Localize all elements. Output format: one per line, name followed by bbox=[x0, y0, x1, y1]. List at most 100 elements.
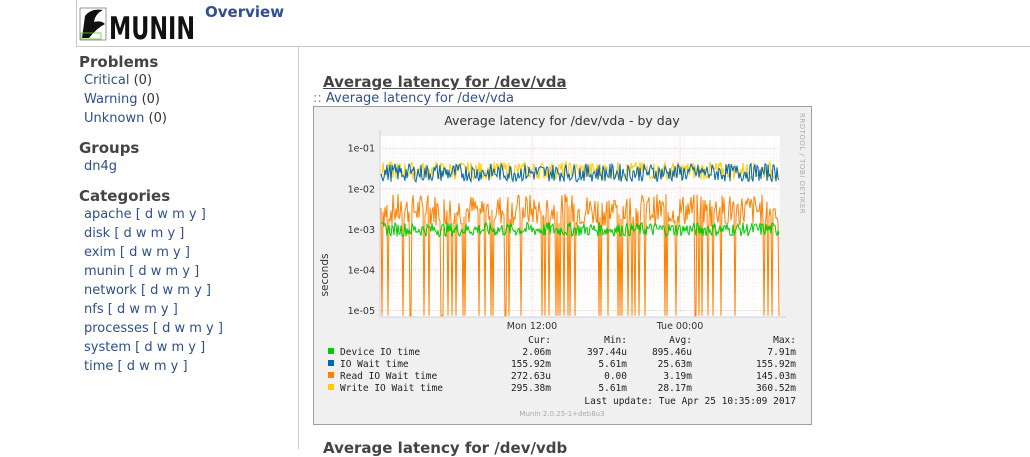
category-link[interactable]: time bbox=[84, 359, 114, 374]
y-tick-labels: 1e-01 1e-02 1e-03 1e-04 1e-05 bbox=[348, 144, 375, 317]
category-munin: munin [ d w m y ] bbox=[84, 264, 199, 279]
category-link[interactable]: network bbox=[84, 283, 137, 298]
main-content: Average latency for /dev/vda :: Average … bbox=[300, 47, 1030, 457]
category-period-links[interactable]: [ d w m y ] bbox=[135, 340, 206, 355]
category-processes: processes [ d w m y ] bbox=[84, 321, 223, 336]
problem-critical: Critical (0) bbox=[84, 73, 152, 88]
critical-count: (0) bbox=[133, 73, 153, 88]
rrdtool-credit: RRDTOOL / TOBI OETIKER bbox=[798, 113, 806, 214]
warning-link[interactable]: Warning bbox=[84, 92, 138, 107]
series-line bbox=[380, 162, 780, 184]
problems-heading: Problems bbox=[79, 53, 159, 71]
legend-value: 397.44u bbox=[587, 347, 627, 358]
unknown-count: (0) bbox=[148, 111, 167, 126]
category-link[interactable]: disk bbox=[84, 226, 111, 241]
legend-name: Device IO time bbox=[340, 347, 420, 358]
category-network: network [ d w m y ] bbox=[84, 283, 211, 298]
legend-value: 0.00 bbox=[604, 371, 627, 382]
legend-value: 360.52m bbox=[756, 383, 796, 394]
legend-header: Cur: bbox=[528, 335, 551, 346]
series-line bbox=[380, 221, 780, 239]
unknown-link[interactable]: Unknown bbox=[84, 111, 145, 126]
legend-value: 5.61m bbox=[598, 359, 627, 370]
x-tick-labels: Mon 12:00 Tue 00:00 bbox=[507, 321, 704, 332]
category-time: time [ d w m y ] bbox=[84, 359, 188, 374]
legend-value: 145.03m bbox=[756, 371, 796, 382]
legend: Cur: Min: Avg: Max: Device IO time 2.06m 397.4… bbox=[328, 335, 796, 394]
y-tick-label: 1e-03 bbox=[348, 225, 375, 236]
legend-value: 155.92m bbox=[756, 359, 796, 370]
category-period-links[interactable]: [ d w m y ] bbox=[140, 283, 211, 298]
legend-name: IO Wait time bbox=[340, 359, 409, 370]
logo-text: MUNIN bbox=[109, 11, 195, 42]
group-link[interactable]: dn4g bbox=[84, 159, 118, 174]
legend-value: 895.46u bbox=[652, 347, 692, 358]
category-period-links[interactable]: [ d w m y ] bbox=[119, 245, 190, 260]
legend-header: Min: bbox=[604, 335, 627, 346]
latency-graph[interactable]: Average latency for /dev/vda - by day RR… bbox=[313, 106, 812, 425]
problem-warning: Warning (0) bbox=[84, 92, 160, 107]
graph-sublink-prefix: :: bbox=[313, 91, 322, 106]
overview-link[interactable]: Overview bbox=[205, 3, 285, 21]
graph-zoom-link[interactable]: Average latency for /dev/vda bbox=[325, 91, 514, 106]
legend-value: 295.38m bbox=[511, 383, 551, 394]
x-tick-label: Tue 00:00 bbox=[656, 321, 704, 332]
x-tick-label: Mon 12:00 bbox=[507, 321, 557, 332]
category-link[interactable]: system bbox=[84, 340, 131, 355]
category-period-links[interactable]: [ d w m y ] bbox=[152, 321, 223, 336]
legend-swatch bbox=[328, 372, 334, 378]
series-lines bbox=[380, 160, 780, 317]
y-tick-label: 1e-05 bbox=[348, 306, 375, 317]
category-system: system [ d w m y ] bbox=[84, 340, 205, 355]
legend-value: 7.91m bbox=[767, 347, 796, 358]
next-graph-title[interactable]: Average latency for /dev/vdb bbox=[323, 439, 568, 457]
legend-value: 3.19m bbox=[663, 371, 692, 382]
category-period-links[interactable]: [ d w m y ] bbox=[135, 207, 206, 222]
series-line bbox=[380, 193, 780, 317]
categories-heading: Categories bbox=[79, 187, 171, 205]
category-disk: disk [ d w m y ] bbox=[84, 226, 184, 241]
munin-logo[interactable]: MUNIN bbox=[79, 2, 197, 42]
y-axis-label: seconds bbox=[319, 254, 331, 297]
legend-value: 5.61m bbox=[598, 383, 627, 394]
category-period-links[interactable]: [ d w m y ] bbox=[114, 226, 185, 241]
legend-header: Avg: bbox=[669, 335, 692, 346]
graph-title-link[interactable]: Average latency for /dev/vda bbox=[323, 73, 567, 91]
legend-header: Max: bbox=[773, 335, 796, 346]
legend-swatch bbox=[328, 360, 334, 366]
legend-value: 25.63m bbox=[658, 359, 693, 370]
graph-sublink: :: Average latency for /dev/vda bbox=[313, 91, 514, 106]
y-tick-label: 1e-04 bbox=[348, 266, 375, 277]
legend-value: 2.06m bbox=[522, 347, 551, 358]
groups-heading: Groups bbox=[79, 139, 140, 157]
category-link[interactable]: exim bbox=[84, 245, 116, 260]
sidebar: Problems Critical (0) Warning (0) Unknow… bbox=[76, 47, 299, 449]
latency-chart: Average latency for /dev/vda - by day RR… bbox=[319, 113, 806, 418]
category-period-links[interactable]: [ d w m y ] bbox=[117, 359, 188, 374]
legend-swatch bbox=[328, 348, 334, 354]
last-update: Last update: Tue Apr 25 10:35:09 2017 bbox=[584, 396, 796, 407]
category-link[interactable]: processes bbox=[84, 321, 149, 336]
legend-value: 155.92m bbox=[511, 359, 551, 370]
category-exim: exim [ d w m y ] bbox=[84, 245, 190, 260]
category-link[interactable]: munin bbox=[84, 264, 125, 279]
category-period-links[interactable]: [ d w m y ] bbox=[129, 264, 200, 279]
legend-name: Write IO Wait time bbox=[340, 383, 443, 394]
category-nfs: nfs [ d w m y ] bbox=[84, 302, 178, 317]
warning-count: (0) bbox=[141, 92, 161, 107]
category-link[interactable]: nfs bbox=[84, 302, 104, 317]
critical-link[interactable]: Critical bbox=[84, 73, 130, 88]
category-link[interactable]: apache bbox=[84, 207, 132, 222]
munin-version: Munin 2.0.25-1+deb8u3 bbox=[519, 410, 604, 418]
legend-swatch bbox=[328, 384, 334, 390]
category-apache: apache [ d w m y ] bbox=[84, 207, 206, 222]
legend-name: Read IO Wait time bbox=[340, 371, 438, 382]
y-tick-label: 1e-01 bbox=[348, 144, 375, 155]
chart-title: Average latency for /dev/vda - by day bbox=[444, 113, 680, 128]
legend-value: 272.63u bbox=[511, 371, 551, 382]
category-period-links[interactable]: [ d w m y ] bbox=[107, 302, 178, 317]
problem-unknown: Unknown (0) bbox=[84, 111, 167, 126]
legend-value: 28.17m bbox=[658, 383, 693, 394]
page-header: MUNIN Overview bbox=[76, 0, 1030, 47]
y-tick-label: 1e-02 bbox=[348, 184, 375, 195]
